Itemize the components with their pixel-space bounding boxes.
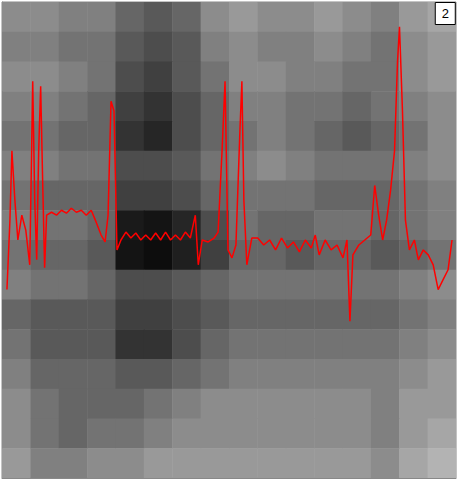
svg-text:2: 2	[442, 6, 449, 21]
